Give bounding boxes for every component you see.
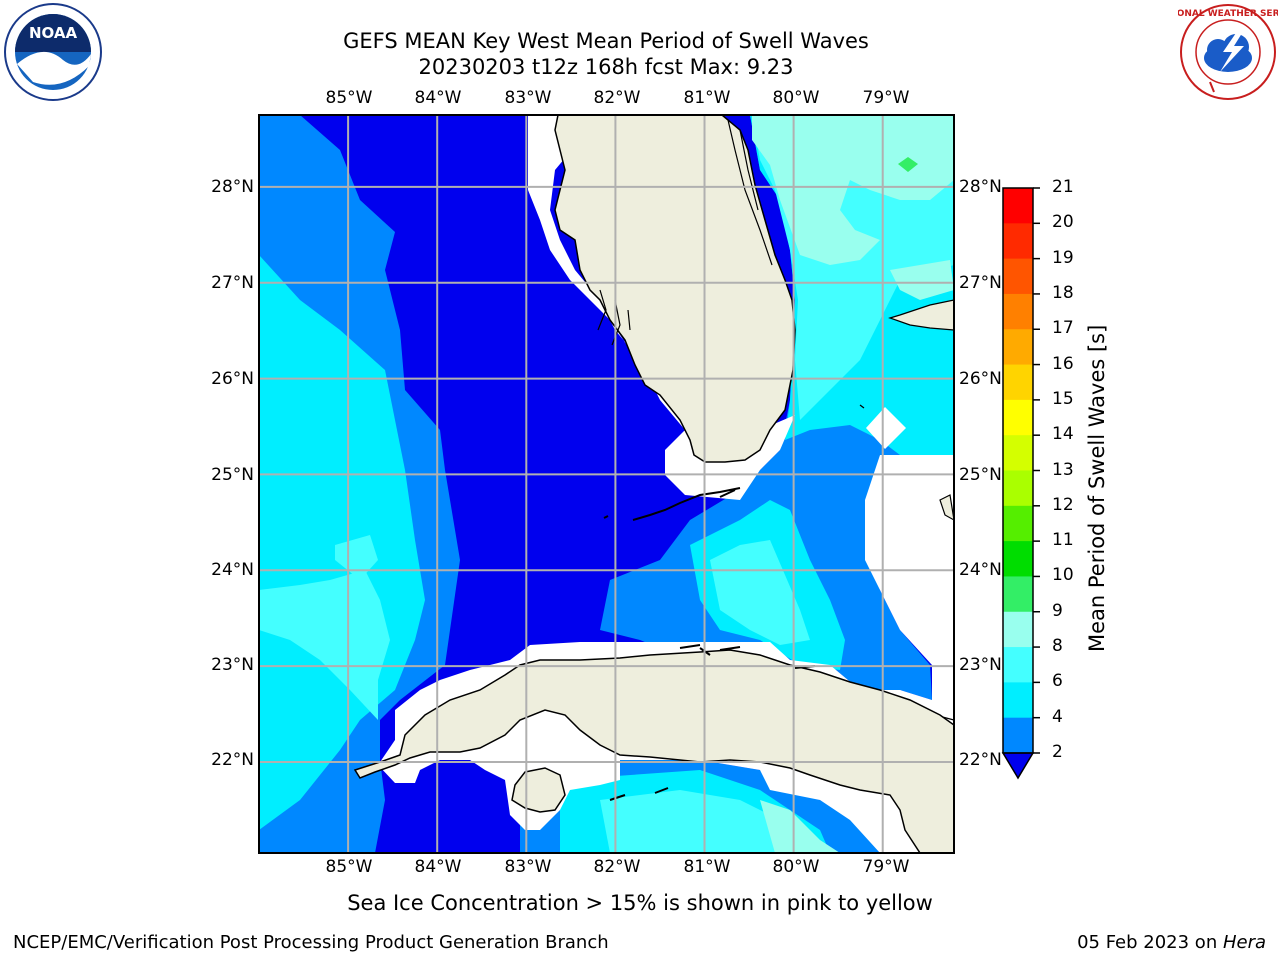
lat-label-right-26: 26°N: [959, 369, 1002, 389]
chart-subtitle: 20230203 t12z 168h fcst Max: 9.23: [418, 55, 794, 79]
swell-band-east-pale2: [890, 260, 954, 300]
colorbar-segment-6: [1003, 682, 1033, 719]
colorbar-segment-13: [1003, 470, 1033, 507]
footer-date-text: 05 Feb 2023 on: [1077, 932, 1223, 953]
nws-logo-text: NATIONAL WEATHER SERVICE: [1178, 9, 1278, 19]
swell-band-west-light: [259, 570, 390, 720]
swell-band-south-gulf-light: [600, 790, 800, 853]
footer-host: Hera: [1222, 932, 1266, 953]
colorbar-segment-4: [1003, 717, 1033, 754]
lon-label-bottom-83: 83°W: [504, 857, 552, 877]
lon-label-top-85: 85°W: [325, 88, 373, 108]
footer-branch: NCEP/EMC/Verification Post Processing Pr…: [13, 932, 609, 953]
colorbar-tick-11: 11: [1052, 530, 1074, 551]
colorbar-segment-19: [1003, 258, 1033, 295]
swell-band-east-pale: [752, 115, 954, 265]
footer-date: 05 Feb 2023 on Hera: [1077, 932, 1266, 953]
lon-label-top-84: 84°W: [414, 88, 462, 108]
lat-label-right-23: 23°N: [959, 655, 1002, 675]
swell-band-green: [898, 157, 918, 172]
colorbar-segment-17: [1003, 329, 1033, 366]
land-isla-juventud: [511, 767, 566, 813]
colorbar-segment-14: [1003, 435, 1033, 471]
chart-title: GEFS MEAN Key West Mean Period of Swell …: [343, 29, 869, 53]
colorbar-tick-10: 10: [1052, 565, 1074, 586]
florida-coast-detail: [597, 119, 773, 346]
nodata-florida-west: [528, 115, 795, 500]
colorbar-segment-11: [1003, 541, 1033, 577]
colorbar-segment-10: [1003, 576, 1033, 613]
colorbar-tick-21: 21: [1052, 177, 1074, 197]
lat-label-left-25: 25°N: [211, 465, 254, 485]
colorbar: [1001, 187, 1040, 780]
lat-label-right-22: 22°N: [959, 750, 1002, 770]
colorbar-tick-16: 16: [1052, 353, 1074, 374]
colorbar-segment-20: [1003, 223, 1033, 260]
lat-label-left-22: 22°N: [211, 750, 254, 770]
sea-ice-note: Sea Ice Concentration > 15% is shown in …: [347, 891, 933, 915]
colorbar-tick-19: 19: [1052, 247, 1074, 268]
noaa-logo: NOAA: [4, 3, 102, 101]
noaa-logo-text: NOAA: [29, 24, 78, 42]
colorbar-tick-18: 18: [1052, 282, 1074, 303]
colorbar-tick-15: 15: [1052, 388, 1074, 409]
lat-label-right-27: 27°N: [959, 273, 1002, 293]
lon-label-top-82: 82°W: [593, 88, 641, 108]
swell-band-west-cyan: [259, 255, 425, 830]
swell-band-west-light2: [335, 535, 378, 580]
colorbar-tick-6: 6: [1052, 671, 1063, 692]
lon-label-top-83: 83°W: [504, 88, 552, 108]
colorbar-under-arrow: [1001, 752, 1035, 780]
lat-label-right-24: 24°N: [959, 560, 1002, 580]
lat-label-right-28: 28°N: [959, 177, 1002, 197]
lat-label-left-24: 24°N: [211, 560, 254, 580]
land-cuba: [353, 649, 954, 853]
nodata-east-square: [866, 407, 906, 449]
lat-label-left-26: 26°N: [211, 369, 254, 389]
colorbar-segment-12: [1003, 505, 1033, 542]
colorbar-label: Mean Period of Swell Waves [s]: [1085, 324, 1109, 652]
colorbar-segment-21: [1003, 188, 1033, 224]
swell-band-south-light: [710, 540, 810, 645]
map-frame: [258, 114, 955, 854]
lon-label-top-80: 80°W: [772, 88, 820, 108]
lat-label-left-23: 23°N: [211, 655, 254, 675]
colorbar-tick-13: 13: [1052, 459, 1074, 480]
colorbar-tick-17: 17: [1052, 318, 1074, 339]
colorbar-tick-12: 12: [1052, 494, 1074, 515]
lat-label-right-25: 25°N: [959, 465, 1002, 485]
colorbar-segment-15: [1003, 399, 1033, 436]
lat-label-left-27: 27°N: [211, 273, 254, 293]
nws-logo: NATIONAL WEATHER SERVICE: [1178, 4, 1278, 100]
lon-label-bottom-85: 85°W: [325, 857, 373, 877]
colorbar-segment-9: [1003, 611, 1033, 648]
lon-label-bottom-84: 84°W: [414, 857, 462, 877]
colorbar-tick-2: 2: [1052, 742, 1063, 762]
colorbar-tick-8: 8: [1052, 636, 1063, 657]
colorbar-tick-9: 9: [1052, 600, 1063, 621]
lon-label-bottom-80: 80°W: [772, 857, 820, 877]
lat-label-left-28: 28°N: [211, 177, 254, 197]
colorbar-tick-20: 20: [1052, 212, 1074, 233]
lon-label-bottom-82: 82°W: [593, 857, 641, 877]
colorbar-segment-16: [1003, 364, 1033, 401]
colorbar-tick-4: 4: [1052, 706, 1063, 727]
colorbar-segment-8: [1003, 647, 1033, 683]
florida-keys: [603, 487, 741, 521]
lon-label-top-79: 79°W: [862, 88, 910, 108]
lon-label-bottom-79: 79°W: [862, 857, 910, 877]
land-bahamas: [888, 299, 954, 331]
swell-band-south-gulf-pale: [760, 800, 840, 853]
colorbar-tick-14: 14: [1052, 424, 1074, 445]
lon-label-top-81: 81°W: [683, 88, 731, 108]
lon-label-bottom-81: 81°W: [683, 857, 731, 877]
gridlines: [259, 115, 954, 853]
colorbar-segment-18: [1003, 293, 1033, 330]
map-area: [259, 115, 954, 853]
